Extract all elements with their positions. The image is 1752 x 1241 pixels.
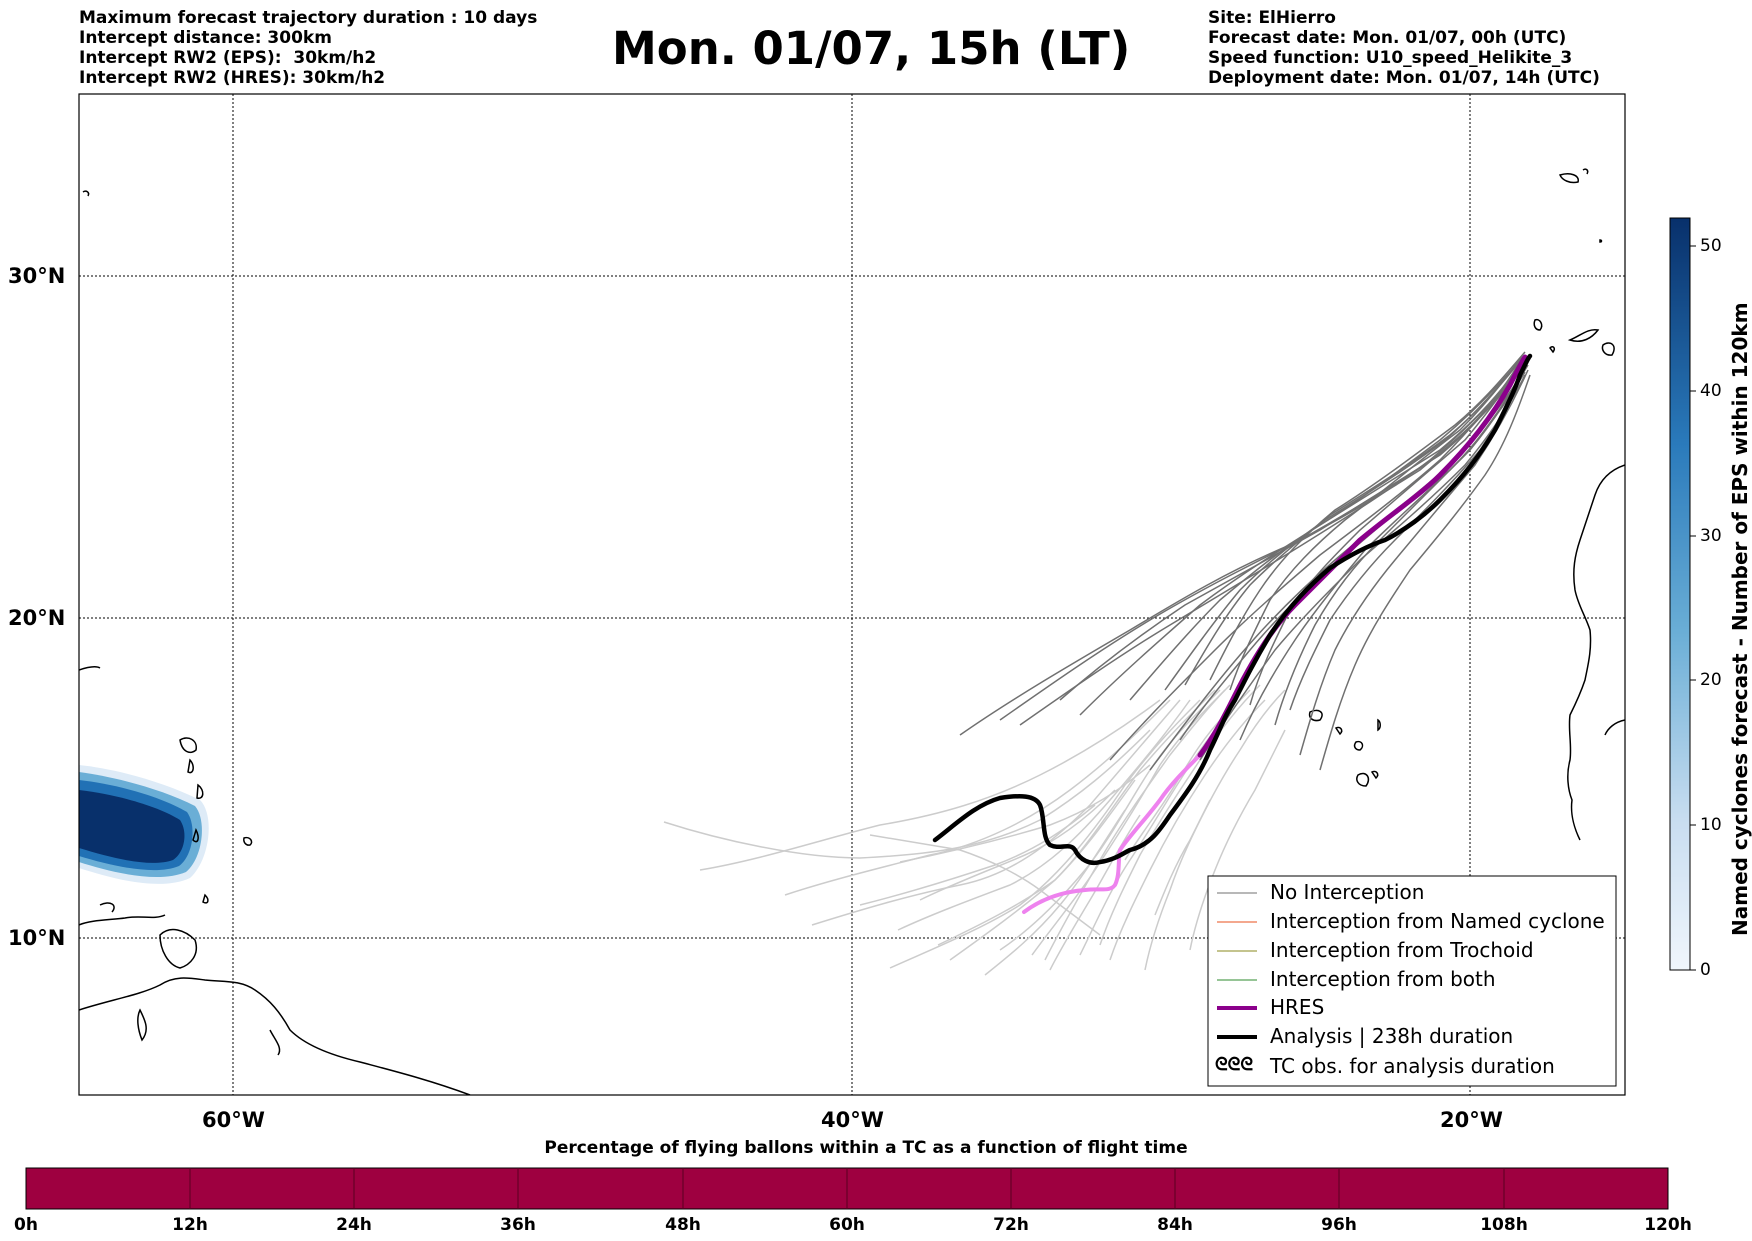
legend-named-cyclone: Interception from Named cyclone [1270,909,1605,933]
map-frame [79,94,1625,1095]
legend-tc-obs: TC obs. for analysis duration [1270,1054,1555,1078]
hb-tick-72h: 72h [993,1215,1029,1235]
hb-tick-108h: 108h [1480,1215,1528,1235]
cb-tick-0: 0 [1700,960,1711,980]
cb-tick-10: 10 [1700,815,1722,835]
info-forecast-date: Forecast date: Mon. 01/07, 00h (UTC) [1208,28,1567,48]
legend-swatches [1217,892,1257,1039]
info-intercept-distance: Intercept distance: 300km [79,28,332,48]
legend-hres: HRES [1270,995,1325,1019]
legend-both: Interception from both [1270,967,1496,991]
legend-analysis: Analysis | 238h duration [1270,1024,1514,1048]
map-border [78,93,1626,1096]
cb-tick-20: 20 [1700,670,1722,690]
hb-tick-96h: 96h [1321,1215,1357,1235]
legend-trochoid: Interception from Trochoid [1270,938,1534,962]
hb-tick-120h: 120h [1644,1215,1692,1235]
legend [1207,875,1617,1087]
colorbar-bottom-label: Percentage of flying ballons within a TC… [544,1138,1188,1158]
info-intercept-eps: Intercept RW2 (EPS): 30km/h2 [79,48,377,68]
info-intercept-hres: Intercept RW2 (HRES): 30km/h2 [79,68,386,88]
legend-no-interception: No Interception [1270,880,1425,904]
hb-tick-12h: 12h [172,1215,208,1235]
cyclone-density-patch [79,765,209,884]
colorbar-bottom [25,1167,1669,1210]
hb-tick-48h: 48h [665,1215,701,1235]
lat-tick-10n: 10°N [8,926,66,950]
coastlines [79,168,1625,1095]
colorbar-right-label: Named cyclones forecast - Number of EPS … [1728,302,1752,936]
legend-tc-symbol: ᘓᘓᘓ [1215,1054,1254,1075]
lon-tick-60w: 60°W [202,1108,265,1132]
info-max-duration: Maximum forecast trajectory duration : 1… [79,8,538,28]
info-right: Site: ElHierro Forecast date: Mon. 01/07… [1208,8,1600,88]
cb-tick-30: 30 [1700,526,1722,546]
analysis-track [932,353,1533,866]
info-site: Site: ElHierro [1208,8,1336,28]
cb-tick-50: 50 [1700,236,1722,256]
lat-tick-20n: 20°N [8,606,66,630]
hb-tick-24h: 24h [336,1215,372,1235]
info-left: Maximum forecast trajectory duration : 1… [79,8,537,88]
cb-tick-40: 40 [1700,381,1722,401]
lon-tick-20w: 20°W [1440,1108,1503,1132]
info-deployment-date: Deployment date: Mon. 01/07, 14h (UTC) [1208,68,1600,88]
hb-tick-84h: 84h [1157,1215,1193,1235]
hb-tick-0h: 0h [14,1215,38,1235]
colorbar-right [1669,217,1696,971]
info-speed-function: Speed function: U10_speed_Helikite_3 [1208,48,1573,68]
page-title: Mon. 01/07, 15h (LT) [612,22,1131,75]
hb-tick-36h: 36h [500,1215,536,1235]
lon-tick-40w: 40°W [821,1108,884,1132]
lat-tick-30n: 30°N [8,264,66,288]
hb-tick-60h: 60h [829,1215,865,1235]
